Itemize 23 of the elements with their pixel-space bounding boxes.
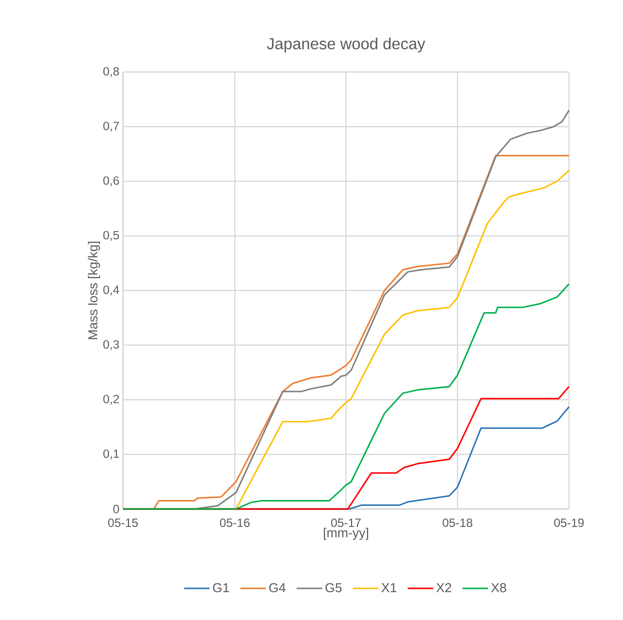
legend-label: G1 — [213, 583, 229, 592]
x-tick-label: 05-19 — [554, 518, 584, 527]
y-axis-title: Mass loss [kg/kg] — [88, 242, 100, 340]
legend-label: X2 — [436, 583, 452, 592]
legend-label: G4 — [269, 583, 286, 592]
legend-label: X1 — [381, 583, 396, 592]
x-tick-label: 05-17 — [331, 518, 361, 527]
y-tick-label: 0,1 — [103, 449, 119, 460]
y-tick-label: 0,7 — [103, 122, 119, 132]
legend-label: G5 — [326, 583, 342, 592]
x-tick-label: 05-18 — [442, 518, 472, 527]
y-tick-label: 0,3 — [103, 340, 119, 350]
chart-title: Japanese wood decay — [266, 38, 426, 53]
y-tick-label: 0,5 — [103, 230, 119, 241]
y-tick-label: 0 — [113, 504, 120, 514]
legend-label: X8 — [491, 583, 506, 592]
y-tick-label: 0,4 — [103, 286, 120, 296]
x-axis-title: [mm-yy] — [324, 528, 368, 540]
x-tick-label: 05-16 — [220, 518, 250, 527]
y-tick-label: 0,2 — [103, 394, 119, 405]
y-tick-label: 0,8 — [103, 67, 119, 77]
x-tick-label: 05-15 — [108, 518, 138, 527]
y-tick-label: 0,6 — [103, 176, 119, 186]
